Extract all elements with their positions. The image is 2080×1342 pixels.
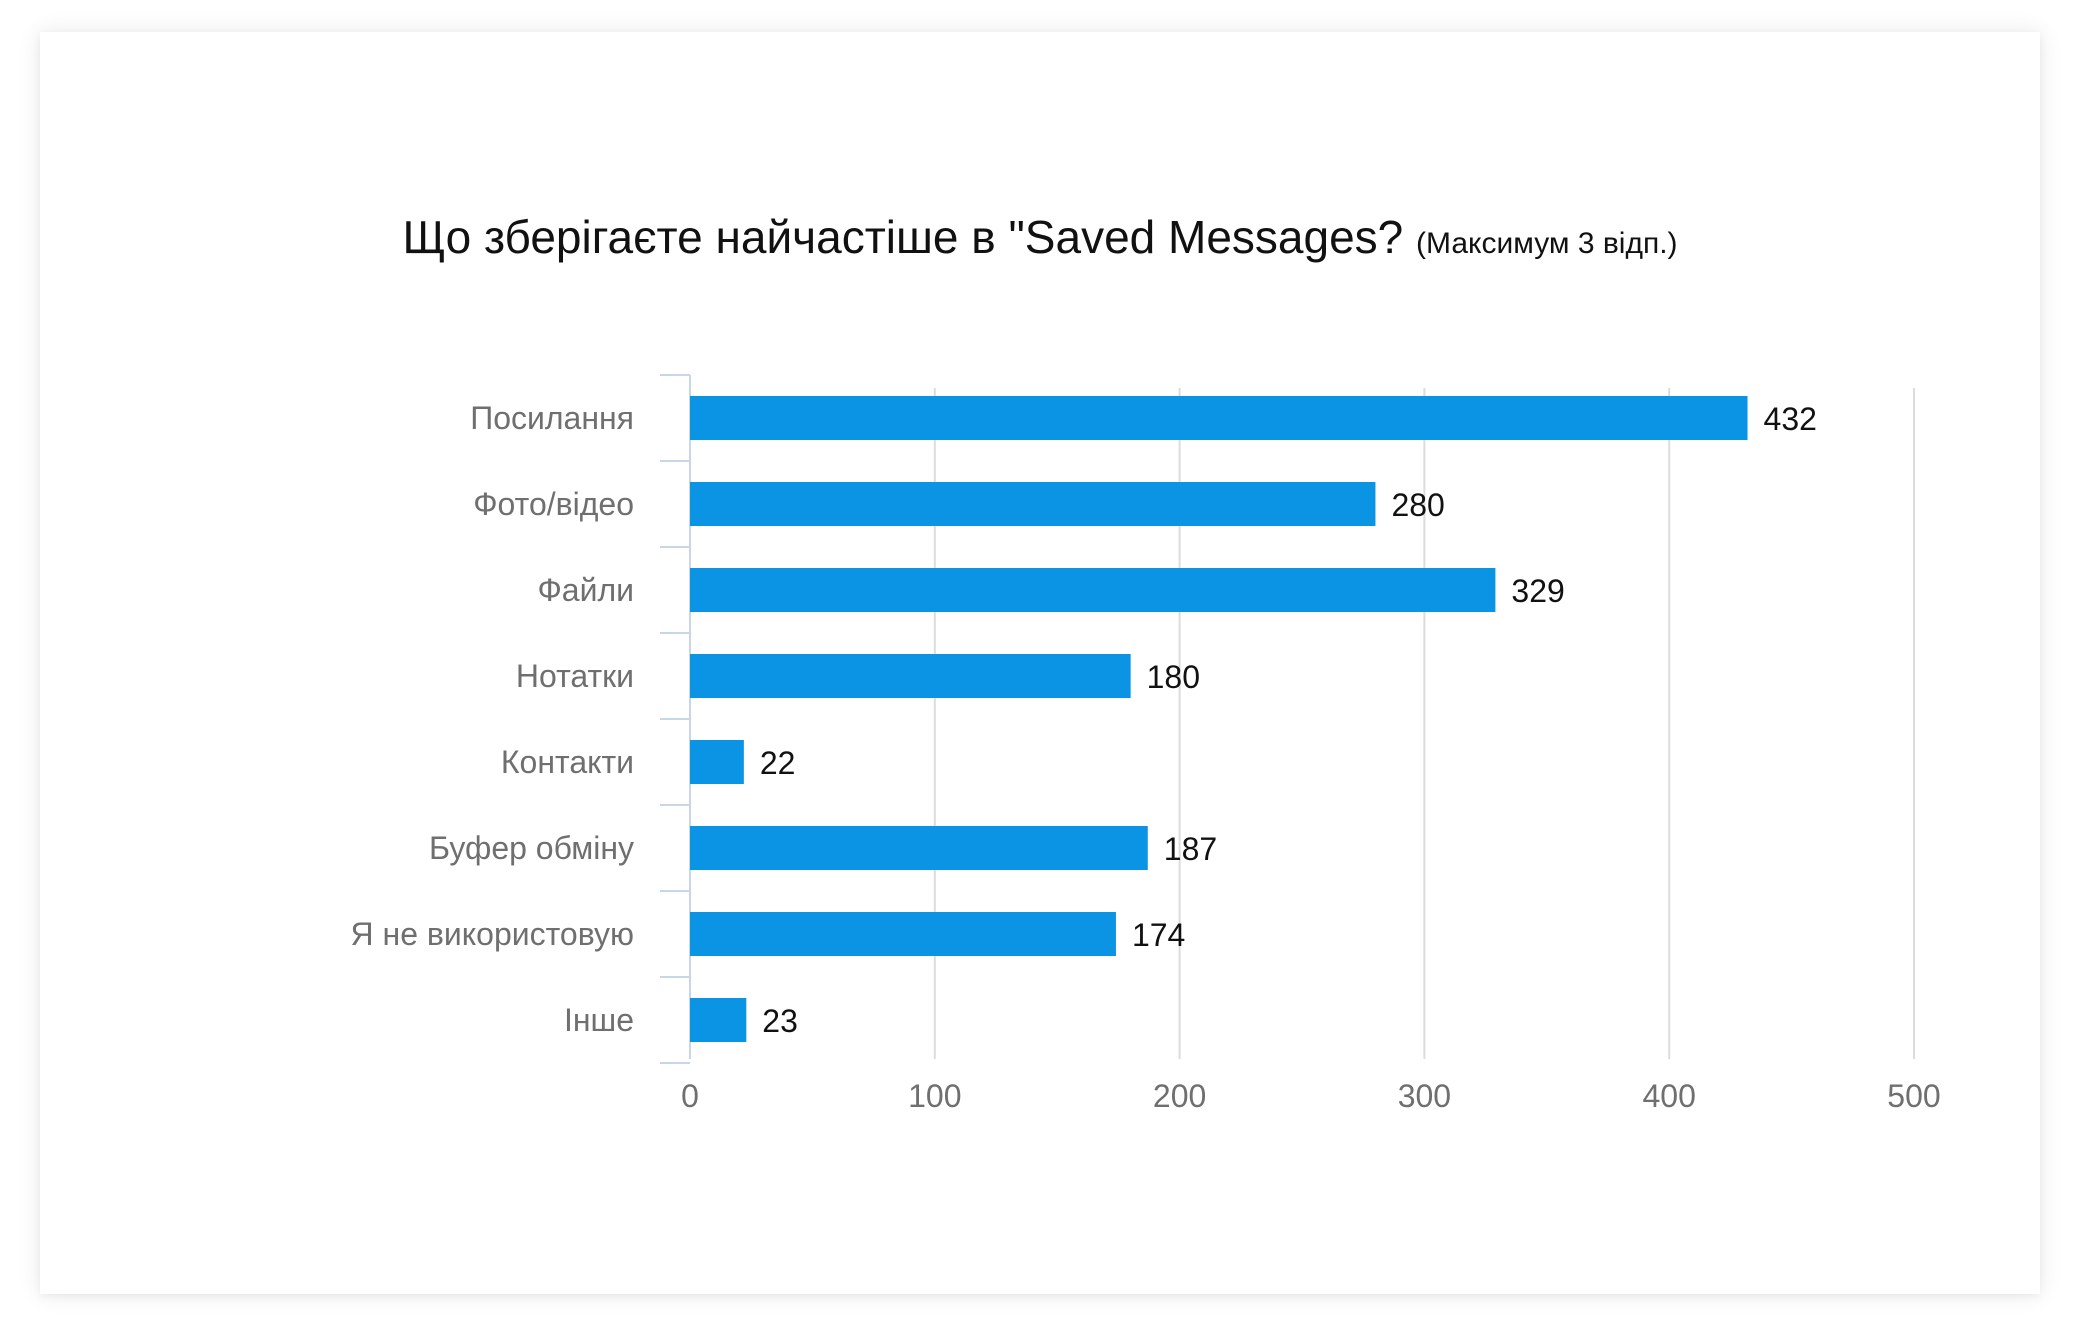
x-tick-label-200: 200 [1153,1078,1206,1114]
x-tick-label-300: 300 [1398,1078,1451,1114]
x-tick-label-400: 400 [1643,1078,1696,1114]
value-label-7: 174 [1132,917,1185,953]
chart-title-main: Що зберігаєте найчастіше в "Saved Messag… [402,211,1404,263]
x-tick-label-500: 500 [1887,1078,1940,1114]
bar-3 [690,568,1496,612]
bar-7 [690,912,1116,956]
category-label-8: Інше [564,1002,634,1038]
bar-5 [690,740,744,784]
value-label-6: 187 [1164,831,1217,867]
chart-subtitle: (Максимум 3 відп.) [1416,227,1678,260]
category-label-4: Нотатки [516,658,634,694]
value-label-5: 22 [760,745,796,781]
category-label-1: Посилання [470,400,634,436]
x-tick-label-0: 0 [681,1078,699,1114]
x-tick-label-100: 100 [908,1078,961,1114]
bar-6 [690,826,1148,870]
value-label-3: 329 [1511,573,1564,609]
chart-bars [690,396,1748,1042]
bar-2 [690,482,1376,526]
category-label-3: Файли [537,572,634,608]
bar-1 [690,396,1748,440]
value-label-1: 432 [1764,401,1817,437]
chart-labels: 0 100 200 300 400 500 432 Посилання 280 Фото/віде… [351,400,1941,1114]
bar-4 [690,654,1131,698]
value-label-4: 180 [1147,659,1200,695]
category-label-2: Фото/відео [473,486,634,522]
chart-axis [660,374,691,1064]
value-label-8: 23 [762,1003,798,1039]
category-label-7: Я не використовую [351,916,634,952]
bar-8 [690,998,747,1042]
value-label-2: 280 [1391,487,1444,523]
category-label-6: Буфер обміну [429,830,634,866]
category-label-5: Контакти [501,744,634,780]
chart-title: Що зберігаєте найчастіше в "Saved Messag… [0,210,2080,265]
